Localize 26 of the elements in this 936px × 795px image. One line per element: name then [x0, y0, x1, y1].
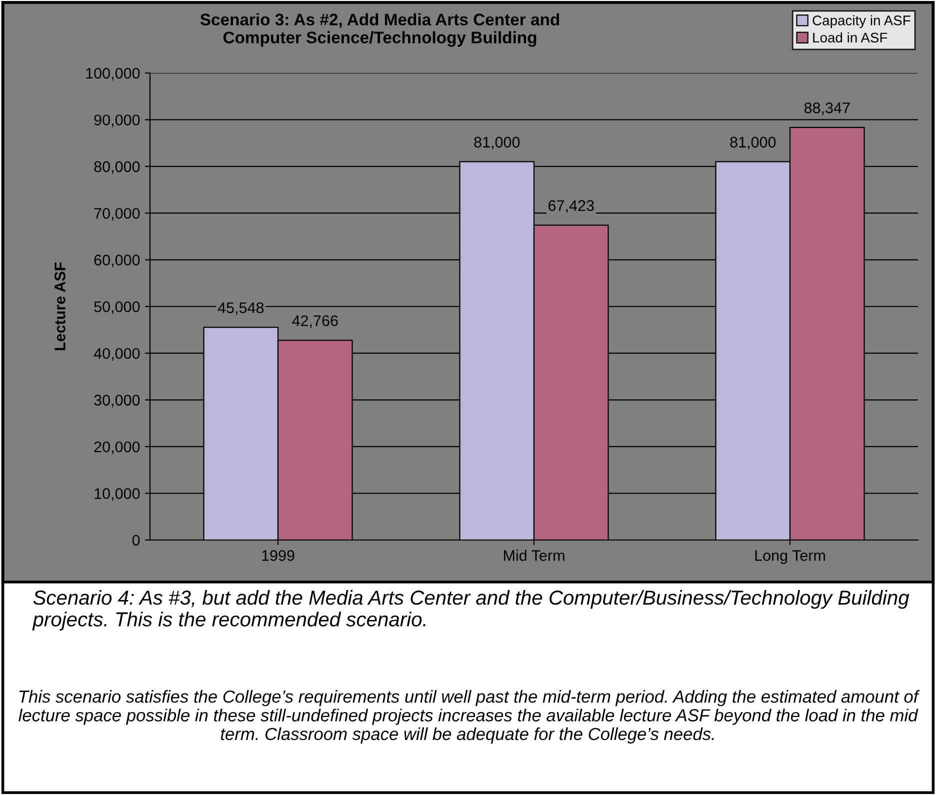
- data-label: 81,000: [474, 136, 520, 150]
- data-label: 67,423: [548, 200, 594, 213]
- y-tick-label: 60,000: [94, 254, 140, 268]
- text: This scenario satisfies the College’s requirements until well past the mid-term period. Adding the estimated amount of lecture space possible in these still-undefined projects increases the available lecture ASF beyond the load in the mid term. Classroom space will be adequate for the College’s needs.: [18, 690, 920, 744]
- y-axis-title: Lecture ASF: [54, 262, 66, 350]
- data-label: 81,000: [730, 136, 776, 150]
- legend-label: Load in ASF: [813, 32, 888, 43]
- data-label: 42,766: [292, 315, 338, 328]
- legend-label: Capacity in ASF: [812, 15, 910, 28]
- y-tick-label: 100,000: [86, 68, 140, 80]
- y-tick-label: 80,000: [94, 161, 140, 174]
- chart-title: Scenario 3: As #2, Add Media Arts Center and Computer Science/Technology Building: [200, 13, 560, 47]
- x-tick-label: Long Term: [755, 550, 825, 564]
- y-tick-label: 50,000: [94, 301, 140, 314]
- y-tick-label: 90,000: [94, 114, 140, 128]
- y-tick-label: 0: [132, 534, 140, 546]
- y-tick-label: 20,000: [94, 441, 140, 454]
- y-tick-label: 40,000: [94, 348, 140, 361]
- y-tick-label: 70,000: [94, 208, 140, 221]
- x-tick-label: Mid Term: [504, 550, 564, 561]
- y-tick-label: 30,000: [94, 394, 140, 408]
- data-label: 45,548: [218, 302, 264, 315]
- x-tick-label: 1999: [262, 550, 294, 561]
- text: Scenario 4: As #3, but add the Media Arts Center and the Computer/Business/Technology Building projects. This is the recommended scenario.: [32, 590, 910, 630]
- y-tick-label: 10,000: [94, 488, 140, 501]
- data-label: 88,347: [804, 102, 850, 116]
